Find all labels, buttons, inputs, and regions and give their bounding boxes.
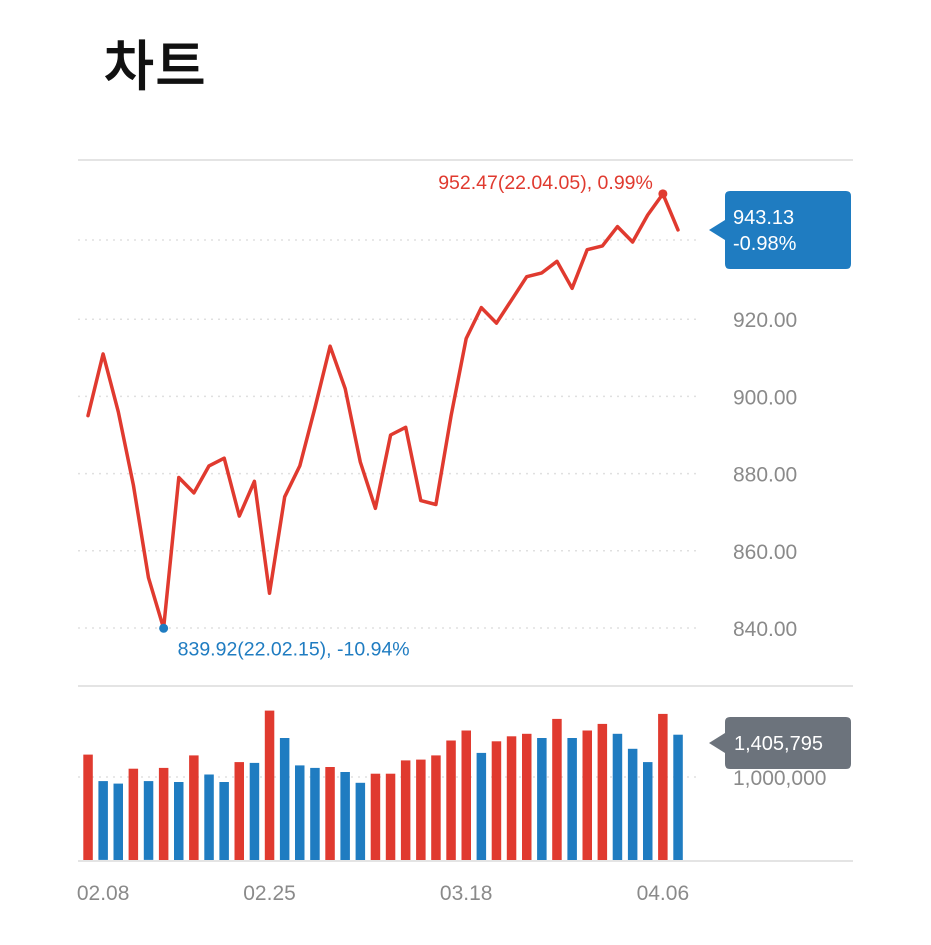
current-price-value: 943.13	[733, 207, 794, 229]
volume-bar	[461, 730, 471, 860]
page-title: 차트	[104, 35, 208, 98]
high-annotation: 952.47(22.04.05), 0.99%	[438, 172, 653, 194]
x-tick-label: 02.08	[77, 882, 130, 905]
volume-bar	[128, 768, 139, 860]
volume-bar	[295, 765, 305, 860]
current-price-change: -0.98%	[733, 233, 797, 255]
volume-bar	[582, 730, 592, 860]
price-tick-label: 840.00	[733, 618, 797, 641]
volume-bar	[476, 752, 487, 860]
volume-bar	[98, 781, 108, 860]
low-annotation: 839.92(22.02.15), -10.94%	[178, 638, 410, 660]
volume-bar	[627, 748, 638, 860]
volume-bar	[567, 738, 577, 860]
volume-bar	[612, 733, 623, 860]
volume-bar	[431, 755, 441, 860]
volume-bar	[355, 782, 366, 860]
x-tick-label: 02.25	[243, 882, 296, 905]
volume-bar	[249, 762, 260, 860]
volume-bar	[219, 782, 229, 860]
volume-bar	[506, 736, 517, 860]
price-tick-label: 860.00	[733, 541, 797, 564]
volume-bar	[83, 754, 93, 860]
volume-bar	[204, 774, 214, 860]
volume-bar	[491, 741, 502, 860]
current-price-tag: 943.13 -0.98%	[709, 191, 851, 269]
price-tick-label: 920.00	[733, 309, 797, 332]
price-line-series	[86, 192, 680, 631]
current-volume-value: 1,405,795	[734, 733, 823, 755]
low-point-marker	[159, 623, 169, 633]
volume-bar	[400, 760, 411, 860]
volume-bar	[234, 762, 244, 860]
volume-bar	[264, 710, 275, 860]
volume-bar	[174, 782, 184, 860]
x-tick-label: 04.06	[637, 882, 690, 905]
volume-bar	[189, 755, 199, 860]
x-tick-label: 03.18	[440, 882, 493, 905]
volume-bar	[113, 783, 123, 860]
volume-bar	[385, 773, 396, 860]
volume-bar	[310, 767, 320, 860]
volume-bar	[143, 781, 154, 860]
volume-bar	[340, 772, 350, 860]
current-volume-tag: 1,405,795	[709, 717, 851, 769]
price-tick-label: 880.00	[733, 464, 797, 487]
volume-tick-label: 1,000,000	[733, 767, 826, 790]
volume-bar	[552, 718, 562, 860]
volume-bar	[673, 734, 683, 860]
volume-bar	[643, 762, 653, 860]
volume-bar	[370, 773, 381, 860]
volume-bar	[416, 759, 426, 860]
volume-bar	[446, 740, 456, 860]
volume-bar	[522, 733, 532, 860]
volume-bar	[279, 738, 290, 860]
volume-bar	[537, 738, 547, 860]
volume-bar	[658, 713, 668, 860]
price-tick-label: 900.00	[733, 386, 797, 409]
volume-bar	[597, 723, 608, 860]
volume-bar	[325, 767, 335, 860]
volume-bar	[158, 767, 169, 860]
high-point-marker	[658, 189, 668, 199]
